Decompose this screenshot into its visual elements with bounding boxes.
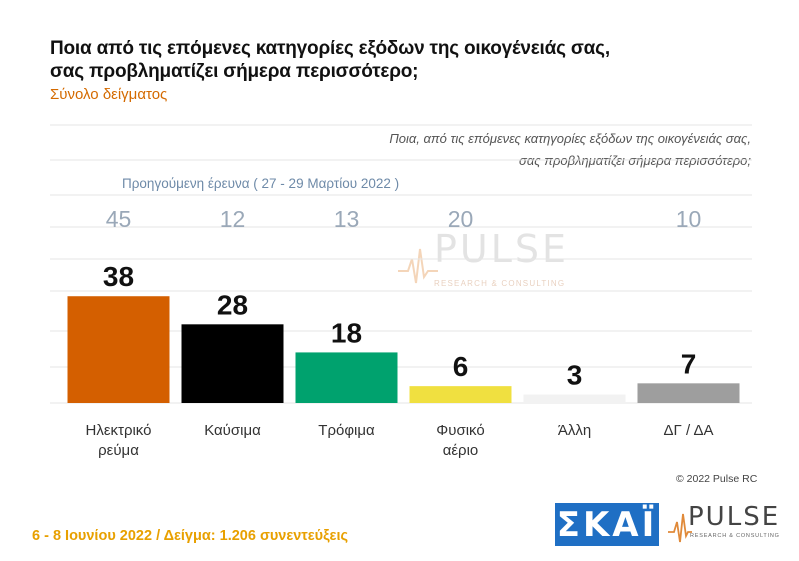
category-label: Καύσιμα — [204, 422, 261, 439]
previous-value-label: 45 — [106, 206, 132, 232]
data-label: 7 — [681, 348, 697, 379]
pulse-watermark: PULSE RESEARCH & CONSULTING — [398, 227, 583, 297]
data-label: 28 — [217, 289, 248, 320]
watermark-sub: RESEARCH & CONSULTING — [434, 279, 566, 288]
previous-value-label: 20 — [448, 206, 474, 232]
pulse-logo-sub: RESEARCH & CONSULTING — [690, 533, 780, 539]
category-label: Τρόφιμα — [318, 422, 375, 439]
watermark-word: PULSE — [434, 227, 570, 271]
bar — [409, 386, 512, 403]
pulse-wave-icon — [398, 248, 438, 284]
chart-title: Ποια από τις επόμενες κατηγορίες εξόδων … — [50, 37, 610, 83]
category-label: Φυσικό — [436, 422, 484, 439]
previous-value-label: 12 — [220, 206, 246, 232]
chart-subtitle: Σύνολο δείγματος — [50, 86, 168, 103]
data-label: 38 — [103, 261, 134, 292]
previous-value-label: 13 — [334, 206, 360, 232]
category-label: αέριο — [443, 442, 479, 459]
pulse-logo-word: PULSE — [688, 502, 781, 532]
category-label: Άλλη — [558, 422, 591, 439]
previous-survey-label: Προηγούμενη έρευνα ( 27 - 29 Μαρτίου 202… — [122, 176, 400, 191]
bar — [637, 383, 740, 403]
pulse-logo-wave-icon — [668, 513, 692, 543]
bar — [181, 324, 284, 403]
previous-value-label: 10 — [676, 206, 702, 232]
data-label: 3 — [567, 360, 583, 391]
copyright-text: © 2022 Pulse RC — [676, 473, 758, 485]
bar — [67, 296, 170, 403]
category-label: ρεύμα — [98, 442, 139, 459]
category-label: ΔΓ / ΔΑ — [664, 422, 714, 439]
category-label: Ηλεκτρικό — [86, 422, 152, 439]
data-label: 6 — [453, 351, 469, 382]
survey-footer: 6 - 8 Ιουνίου 2022 / Δείγμα: 1.206 συνεν… — [32, 528, 349, 544]
bar — [295, 352, 398, 403]
chart-title-line2: σας προβληματίζει σήμερα περισσότερο; — [50, 61, 419, 82]
skai-logo-text: ΣΚΑΪ — [556, 504, 658, 545]
bar — [523, 394, 626, 403]
skai-logo: ΣΚΑΪ — [555, 503, 659, 546]
data-label: 18 — [331, 317, 362, 348]
chart-title-line1: Ποια από τις επόμενες κατηγορίες εξόδων … — [50, 38, 610, 59]
pulse-logo: PULSE RESEARCH & CONSULTING — [668, 500, 788, 548]
question-line1: Ποια, από τις επόμενες κατηγορίες εξόδων… — [389, 131, 751, 146]
